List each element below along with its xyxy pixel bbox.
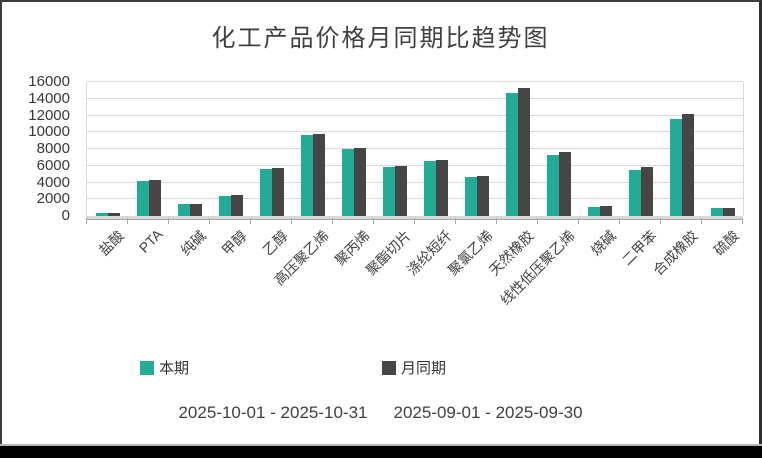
x-axis-tick (332, 218, 333, 224)
bar-current (300, 135, 313, 216)
bar-previous (189, 204, 202, 216)
x-axis-tick (127, 218, 128, 224)
bar-group (579, 82, 620, 216)
bar-previous (435, 160, 448, 216)
y-axis-label: 2000 (36, 190, 70, 208)
bar-group (87, 82, 128, 216)
legend-item-current: 本期 (140, 357, 189, 378)
bar-previous (476, 176, 489, 216)
y-axis-label: 8000 (36, 140, 70, 157)
x-axis-tick (414, 218, 415, 224)
plot-area (86, 81, 744, 216)
bar-group (169, 82, 210, 216)
y-axis-label: 12000 (28, 106, 70, 124)
y-axis-label: 16000 (28, 73, 70, 90)
bar-group (661, 82, 702, 216)
bar-previous (394, 166, 407, 216)
bar-previous (353, 148, 366, 216)
bar-current (259, 169, 272, 216)
bar-current (464, 177, 477, 216)
bar-current (710, 208, 723, 216)
gridline (87, 181, 743, 183)
legend-label-previous: 月同期 (401, 360, 447, 377)
legend-swatch-previous (382, 360, 396, 375)
bar-group (128, 82, 169, 216)
bar-current (177, 204, 190, 216)
bar-group (415, 82, 456, 216)
bar-previous (517, 88, 530, 216)
y-axis-label: 10000 (28, 123, 70, 141)
bar-previous (148, 180, 161, 216)
x-axis-tick (537, 218, 538, 224)
bar-current (423, 161, 436, 216)
footer-dates: 2025-10-01 - 2025-10-31 2025-09-01 - 202… (2, 403, 759, 423)
bar-group (497, 82, 538, 216)
bar-current (505, 93, 518, 216)
bar-current (341, 149, 354, 216)
bar-current (218, 196, 231, 216)
x-axis-tick (619, 218, 620, 224)
x-axis-tick (660, 218, 661, 224)
bottom-bar (0, 444, 762, 458)
gridline (87, 97, 743, 99)
y-axis-label: 4000 (36, 173, 70, 191)
bar-group (292, 82, 333, 216)
bar-group (456, 82, 497, 216)
bar-previous (681, 114, 694, 216)
bar-group (333, 82, 374, 216)
legend-label-current: 本期 (159, 360, 190, 377)
x-axis-tick (455, 218, 456, 224)
bar-current (136, 181, 149, 216)
x-axis-tick (373, 218, 374, 224)
bar-current (587, 207, 600, 216)
bar-previous (230, 195, 243, 216)
bar-group (702, 82, 743, 216)
x-axis-tick (86, 218, 87, 224)
legend-swatch-current (140, 360, 154, 375)
bar-current (669, 119, 682, 216)
bar-current (382, 167, 395, 216)
y-axis-label: 6000 (36, 156, 70, 174)
bar-previous (599, 206, 612, 216)
period-previous-text: 2025-09-01 - 2025-09-30 (393, 403, 583, 422)
bar-previous (722, 208, 735, 216)
x-axis-tick (168, 218, 169, 224)
bar-group (210, 82, 251, 216)
gridline (87, 148, 743, 149)
gridline (87, 131, 743, 133)
gridline (87, 198, 743, 200)
x-axis-tick (496, 218, 497, 224)
x-axis-tick (578, 218, 579, 224)
x-axis-tick (701, 218, 702, 224)
bar-group (374, 82, 415, 216)
x-axis-tick (291, 218, 292, 224)
bar-current (95, 213, 108, 216)
y-axis-label: 0 (61, 207, 70, 224)
x-axis-tick (209, 218, 210, 224)
bar-previous (640, 167, 653, 216)
bar-previous (271, 168, 284, 216)
bar-group (620, 82, 661, 216)
chart-title: 化工产品价格月同期比趋势图 (211, 25, 550, 52)
gridline (87, 164, 743, 166)
y-axis-label: 14000 (28, 89, 70, 107)
bar-group (538, 82, 579, 216)
bar-current (628, 170, 641, 216)
bar-previous (312, 134, 325, 216)
bar-previous (107, 213, 120, 216)
bar-previous (558, 152, 571, 216)
x-axis-tick (742, 218, 743, 224)
bar-group (251, 82, 292, 216)
x-axis-line (86, 216, 743, 224)
x-axis-tick (250, 218, 251, 224)
legend-item-previous: 月同期 (382, 357, 446, 378)
gridline (87, 81, 743, 82)
gridline (87, 114, 743, 116)
bar-current (546, 155, 559, 216)
period-current-text: 2025-10-01 - 2025-10-31 (178, 403, 368, 422)
